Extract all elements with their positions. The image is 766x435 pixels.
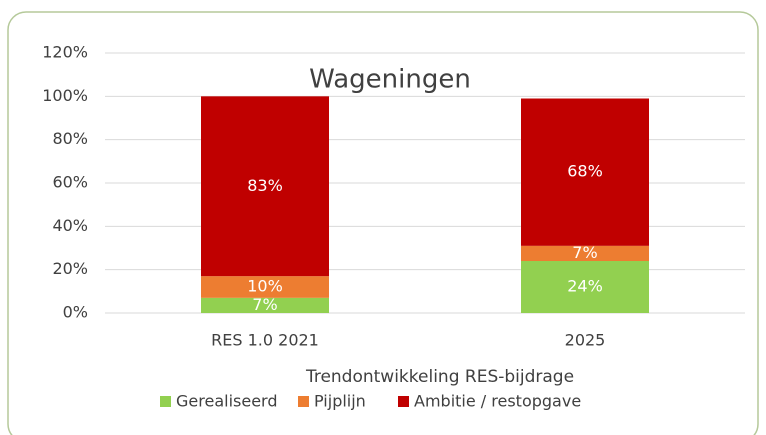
x-tick-label: 2025 — [565, 331, 606, 350]
legend-label: Gerealiseerd — [176, 392, 277, 411]
y-tick-label: 100% — [42, 86, 88, 105]
bar-segment — [521, 261, 649, 313]
y-tick-label: 60% — [52, 173, 88, 192]
y-tick-label: 20% — [52, 259, 88, 278]
chart-title: Wageningen — [309, 65, 471, 95]
legend-label: Pijplijn — [314, 392, 366, 411]
x-axis-title: Trendontwikkeling RES-bijdrage — [305, 367, 574, 387]
legend-swatch — [298, 396, 309, 407]
data-label: 68% — [567, 162, 603, 181]
y-tick-label: 0% — [63, 303, 88, 322]
bar-segment — [201, 96, 329, 277]
bar-segment — [521, 245, 649, 261]
data-label: 7% — [252, 295, 277, 314]
legend-label: Ambitie / restopgave — [414, 392, 581, 411]
data-label: 10% — [247, 277, 283, 296]
data-label: 7% — [572, 243, 597, 262]
data-label: 24% — [567, 277, 603, 296]
x-tick-label: RES 1.0 2021 — [211, 331, 319, 350]
y-tick-label: 120% — [42, 43, 88, 62]
y-tick-label: 40% — [52, 216, 88, 235]
bar-segment — [201, 276, 329, 298]
bar-segment — [521, 98, 649, 246]
data-label: 83% — [247, 176, 283, 195]
bar-segment — [201, 297, 329, 313]
legend-swatch — [160, 396, 171, 407]
legend-swatch — [398, 396, 409, 407]
y-tick-label: 80% — [52, 129, 88, 148]
